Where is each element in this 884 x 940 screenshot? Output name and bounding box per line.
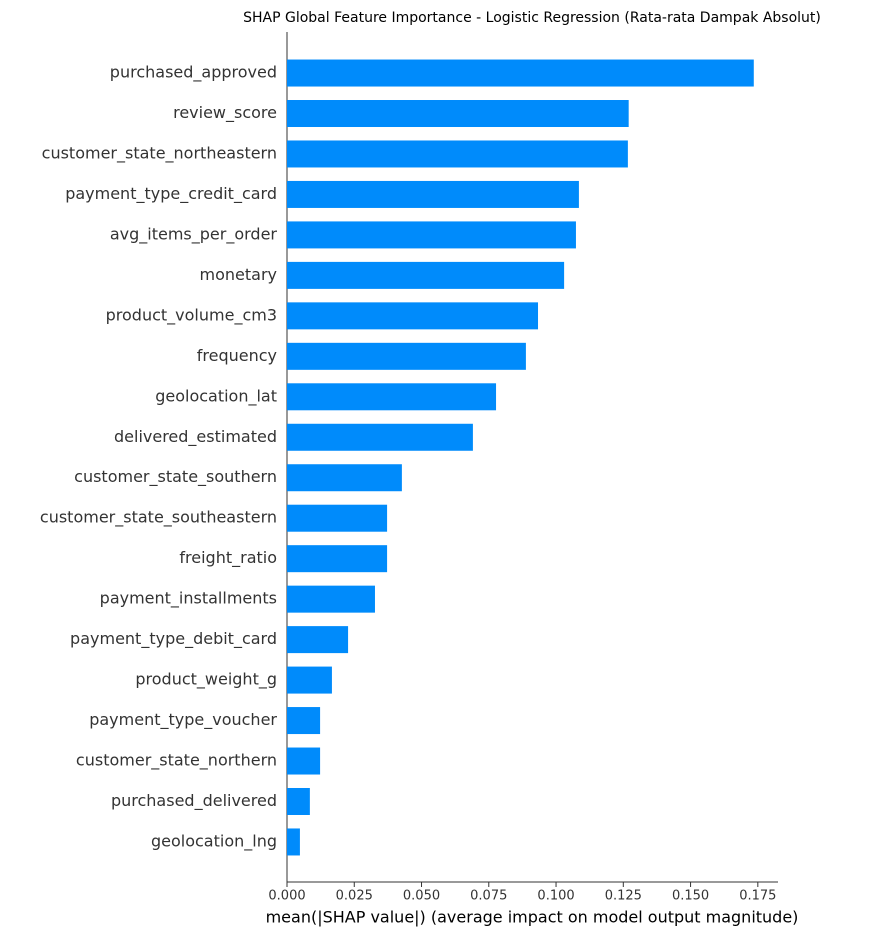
x-tick-label: 0.050: [403, 889, 440, 904]
y-tick-label: purchased_approved: [110, 63, 277, 83]
bar: [287, 261, 565, 289]
y-tick-label: payment_type_credit_card: [65, 184, 277, 204]
bar: [287, 221, 576, 249]
bar: [287, 383, 497, 411]
y-tick-label: avg_items_per_order: [110, 224, 278, 244]
bar: [287, 707, 321, 735]
y-tick-label: customer_state_northeastern: [42, 143, 277, 163]
bar: [287, 140, 628, 168]
bar: [287, 59, 754, 87]
y-tick-label: delivered_estimated: [114, 427, 277, 447]
bar: [287, 504, 388, 532]
y-tick-label: customer_state_southern: [74, 467, 277, 487]
x-tick-label: 0.125: [605, 889, 642, 904]
y-tick-label: payment_type_voucher: [89, 710, 277, 730]
x-tick-label: 0.150: [672, 889, 709, 904]
y-tick-label: product_weight_g: [135, 670, 277, 690]
bar: [287, 100, 629, 128]
bar: [287, 464, 402, 492]
y-tick-label: review_score: [173, 103, 277, 123]
chart-title: SHAP Global Feature Importance - Logisti…: [243, 10, 821, 26]
bar: [287, 585, 375, 613]
y-tick-label: geolocation_lat: [155, 386, 277, 406]
x-tick-label: 0.075: [470, 889, 507, 904]
y-tick-label: payment_installments: [100, 589, 277, 609]
bar: [287, 180, 579, 208]
bar: [287, 666, 332, 694]
y-tick-label: geolocation_lng: [151, 831, 277, 851]
y-tick-label: customer_state_southeastern: [40, 508, 277, 528]
bar: [287, 747, 321, 775]
x-tick-label: 0.000: [268, 889, 305, 904]
y-tick-label: purchased_delivered: [111, 791, 277, 811]
bar: [287, 626, 349, 654]
y-tick-label: customer_state_northern: [76, 751, 277, 771]
y-tick-label: monetary: [200, 265, 277, 284]
y-tick-label: frequency: [197, 346, 277, 365]
bar: [287, 342, 526, 370]
bar: [287, 302, 539, 330]
y-tick-label: freight_ratio: [179, 548, 277, 568]
x-tick-label: 0.025: [336, 889, 373, 904]
y-tick-label: payment_type_debit_card: [70, 629, 277, 649]
x-tick-label: 0.100: [537, 889, 574, 904]
bar: [287, 423, 473, 451]
x-tick-label: 0.175: [739, 889, 776, 904]
bar: [287, 545, 388, 573]
bar: [287, 828, 300, 856]
bar: [287, 787, 310, 815]
y-tick-label: product_volume_cm3: [106, 305, 277, 325]
x-axis-label: mean(|SHAP value|) (average impact on mo…: [266, 908, 799, 927]
